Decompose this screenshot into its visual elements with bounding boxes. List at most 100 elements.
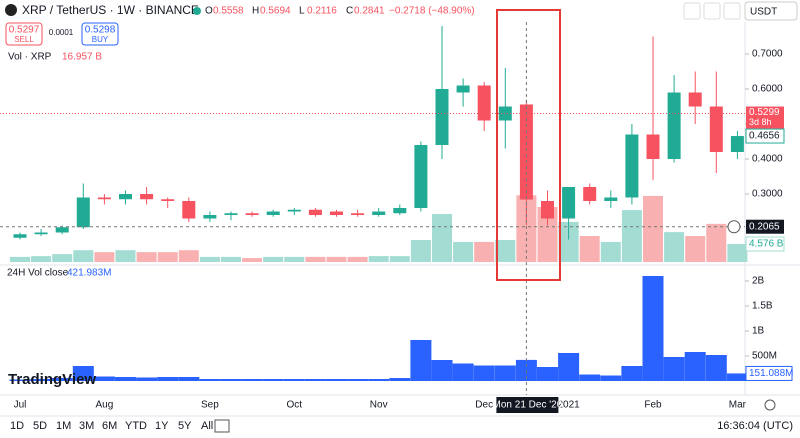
- volume-bar: [621, 210, 642, 262]
- scroll-button[interactable]: [723, 2, 741, 20]
- volume-bar: [579, 236, 600, 262]
- bar: [157, 377, 179, 381]
- volume-legend: Vol · XRP: [8, 52, 52, 63]
- x-tick-label: Dec: [475, 400, 493, 411]
- x-tick-label: Aug: [96, 400, 114, 411]
- bar: [326, 379, 347, 381]
- volume-bar: [242, 258, 263, 262]
- settings-icon[interactable]: [764, 399, 776, 411]
- candle-body: [477, 85, 491, 121]
- candle-body: [583, 186, 597, 201]
- sell-button[interactable]: [5, 22, 43, 46]
- ohlc-key: C: [346, 6, 353, 17]
- volume-bar: [115, 250, 136, 262]
- y-tick-label: 0.6000: [752, 84, 783, 95]
- spread: 0.0001: [49, 28, 74, 37]
- range-button[interactable]: YTD: [125, 420, 147, 432]
- volume-bar: [664, 232, 685, 262]
- range-button[interactable]: 1M: [56, 420, 71, 432]
- y-tick-label: 1B: [752, 326, 765, 337]
- bar: [684, 352, 706, 381]
- currency: USDT: [750, 7, 777, 18]
- volume-last-label: 4.576 B: [749, 239, 784, 250]
- volume-bar: [326, 256, 347, 262]
- bar: [600, 375, 622, 381]
- candle-body: [646, 134, 660, 159]
- candle-body: [182, 200, 196, 219]
- date-range-icon[interactable]: [214, 419, 230, 433]
- volume-bar: [389, 256, 410, 262]
- symbol-icon: [5, 4, 17, 16]
- candle-body: [13, 234, 27, 238]
- volume-bar: [368, 256, 389, 262]
- range-button[interactable]: 5D: [33, 420, 47, 432]
- market-status: [193, 7, 201, 15]
- candle-body: [562, 186, 576, 219]
- candle-body: [245, 213, 259, 215]
- close-label: 0.4656: [749, 131, 780, 142]
- candle-body: [351, 213, 365, 215]
- range-button[interactable]: 5Y: [178, 420, 192, 432]
- volume-bar: [157, 252, 178, 262]
- highlight-box: [496, 9, 561, 281]
- range-button[interactable]: 6M: [102, 420, 117, 432]
- range-button[interactable]: All: [201, 420, 213, 432]
- scroll-button[interactable]: [683, 2, 701, 20]
- volume-bar: [643, 195, 663, 262]
- bar-last-box: [745, 365, 793, 381]
- ohlc-key: L: [299, 6, 305, 17]
- range-button[interactable]: 3M: [79, 420, 94, 432]
- crosshair-price-label: 0.2065: [749, 221, 780, 232]
- bar: [199, 379, 221, 381]
- volume-bar: [600, 241, 621, 262]
- volume-pane-legend-value: 421.983M: [67, 268, 111, 279]
- bar: [452, 363, 474, 381]
- x-tick-label: Feb: [644, 400, 662, 411]
- currency-select[interactable]: [744, 1, 798, 21]
- volume-bar: [495, 239, 516, 262]
- volume-bar: [410, 239, 431, 262]
- bar: [558, 353, 580, 381]
- bar: [220, 379, 242, 381]
- bar: [431, 360, 453, 381]
- range-button[interactable]: 1D: [10, 420, 24, 432]
- x-tick-label: 2021: [557, 400, 580, 411]
- crosshair-date: Mon 21 Dec '20: [493, 400, 563, 411]
- bar: [178, 377, 200, 381]
- volume-bar: [221, 256, 241, 262]
- bar: [9, 379, 31, 381]
- clock: 16:36:04 (UTC): [717, 420, 793, 432]
- scroll-button[interactable]: [703, 2, 721, 20]
- ohlc-value: 0.2116: [307, 6, 337, 17]
- volume-bar: [727, 244, 748, 262]
- candle-body: [330, 211, 343, 215]
- volume-bar: [558, 221, 579, 262]
- ohlc-value: 0.5558: [213, 6, 244, 17]
- plot: 0.30000.40000.50000.60000.7000500M1B1.5B…: [0, 22, 793, 413]
- bar: [621, 366, 643, 381]
- volume-pane-title: 24H Vol close: [7, 268, 69, 279]
- x-tick-label: Jul: [14, 400, 27, 411]
- volume-last-box: [745, 236, 785, 252]
- volume-bar: [347, 256, 368, 262]
- volume-bar: [178, 250, 199, 262]
- bar: [262, 379, 284, 381]
- y-tick-label: 500M: [752, 351, 777, 362]
- range-button[interactable]: 1Y: [155, 420, 169, 432]
- x-tick-label: Oct: [287, 400, 303, 411]
- candle-body: [498, 106, 512, 121]
- candle-body: [119, 193, 132, 200]
- crosshair-date-box: [496, 397, 559, 413]
- candle-body: [730, 136, 744, 152]
- buy-price: 0.5298: [85, 25, 116, 36]
- buy-button[interactable]: [81, 22, 119, 46]
- y-tick-label: 0.3000: [752, 189, 783, 200]
- candle-body: [456, 85, 470, 93]
- x-tick-label: Nov: [370, 400, 388, 411]
- bar: [368, 379, 390, 381]
- volume-bar: [52, 254, 73, 262]
- x-tick-label: Mar: [729, 400, 747, 411]
- ohlc-value: 0.5694: [260, 6, 291, 17]
- close-box: [745, 128, 785, 144]
